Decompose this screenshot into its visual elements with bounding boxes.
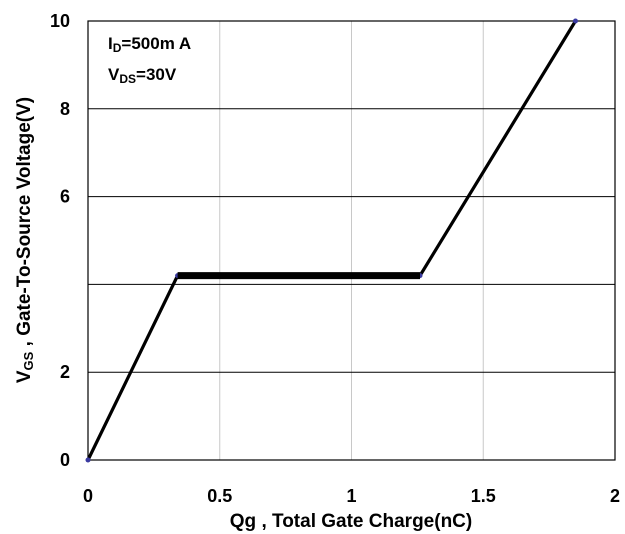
series-line-0 xyxy=(86,20,577,461)
annotation-vds-main: V xyxy=(108,65,120,84)
plot-frame xyxy=(87,20,616,461)
x-tick-label-1: 0.5 xyxy=(207,486,232,506)
x-tick-label-4: 2 xyxy=(610,486,620,506)
y-tick-label-0: 0 xyxy=(60,450,70,470)
annotation-vds-sub: DS xyxy=(119,72,136,86)
y-tick-label-4: 8 xyxy=(60,99,70,119)
annotation-vds: VDS=30V xyxy=(108,65,177,86)
x-tick-label-2: 1 xyxy=(346,486,356,506)
y-axis-label-main: V xyxy=(14,370,35,383)
annotation-id: ID=500m A xyxy=(108,34,191,55)
y-axis-label: VGS , Gate-To-Source Voltage(V) xyxy=(14,97,36,383)
y-axis-label-rest: , Gate-To-Source Voltage(V) xyxy=(14,97,35,352)
annotation-vds-rest: =30V xyxy=(136,65,177,84)
y-tick-label-3: 6 xyxy=(60,187,70,207)
annotation-id-sub: D xyxy=(113,41,122,55)
annotation-id-rest: =500m A xyxy=(121,34,191,53)
x-tick-label-3: 1.5 xyxy=(471,486,496,506)
x-tick-label-0: 0 xyxy=(83,486,93,506)
data-point-0-3 xyxy=(572,18,578,24)
series-layer xyxy=(85,18,578,463)
tick-layer: 0 0.5 1 1.5 2 0 2 6 8 10 xyxy=(50,11,620,506)
y-axis-label-sub: GS xyxy=(21,351,36,370)
data-point-0-0 xyxy=(85,457,91,463)
annotation-id-main: I xyxy=(108,34,113,53)
y-tick-label-1: 2 xyxy=(60,362,70,382)
x-axis-label: Qg , Total Gate Charge(nC) xyxy=(230,511,472,532)
y-tick-label-5: 10 xyxy=(50,11,70,31)
grid-layer xyxy=(88,21,615,460)
